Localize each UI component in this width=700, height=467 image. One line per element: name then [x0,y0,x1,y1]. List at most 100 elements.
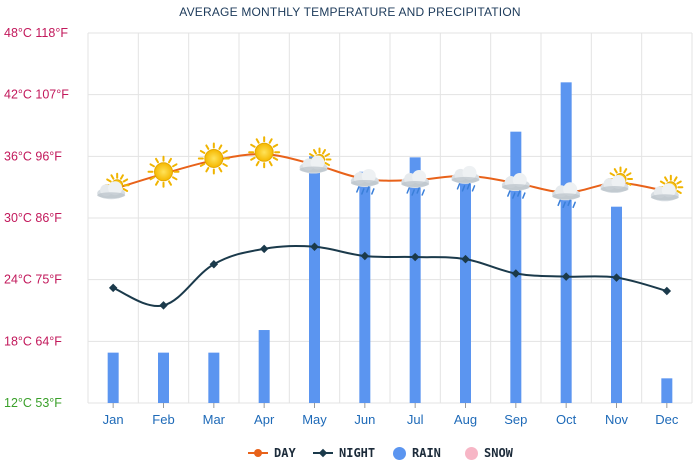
sun-ray [119,174,124,180]
legend-rain-marker [393,446,406,460]
rain-drop [366,186,370,193]
cloud-part [512,173,527,188]
y-tick-label: 18°C 64°F [4,334,62,348]
rain-drop [517,190,521,197]
rain-bar [208,352,220,403]
temperature-precipitation-chart: 48°C 118°F 42°C 107°F 36°C 96°F 30°C 86°F 24… [4,26,693,427]
cloud-shadow [299,166,328,173]
rain-drop [572,201,576,209]
sun-ray [613,168,618,174]
rain-drop [461,185,466,192]
sun-ray [625,172,632,177]
night-point [159,301,168,310]
rain-bar [107,352,119,403]
rain-drop [471,185,476,192]
cloud-shadow [401,180,430,187]
night-point [259,244,269,254]
cloud-rain-icon [451,165,480,192]
rain-drop [411,189,415,196]
x-tick-label: Apr [254,412,275,427]
y-tick-label: 48°C 118°F [4,26,68,40]
y-tick-label: 30°C 86°F [4,211,62,225]
rain-drop [562,201,566,209]
cloud-shadow [97,192,126,199]
cloud-shadow [501,184,530,191]
cloud-part [563,182,578,197]
sun-ray [155,157,159,164]
cloud-part [462,165,477,180]
sun-ray [155,180,159,186]
sun-ray [172,163,178,168]
rain-bar [611,206,622,403]
rain-bar [258,330,270,403]
legend-night-label: NIGHT [339,446,376,460]
x-tick-label: Feb [152,412,174,427]
sun-ray [324,162,331,167]
axis-labels: 48°C 118°F 42°C 107°F 36°C 96°F 30°C 86°F 24… [4,26,679,427]
rain-drop [416,187,420,194]
x-tick-label: May [302,412,327,427]
sun-ray [205,144,210,150]
rain-drop [356,186,360,193]
cloud-shadow [600,186,629,193]
rain-drop [421,189,425,196]
weather-icons [97,136,684,209]
y-tick-label: 42°C 107°F [4,88,69,102]
sun-ray [168,180,172,186]
sun-ray [272,143,279,148]
rain-drop [567,199,571,207]
cloud-part [108,181,123,196]
cloud-part [661,183,676,198]
rain-drop [371,188,375,195]
sun-ray [250,156,256,161]
sun-ray [110,174,115,180]
legend-day-label: DAY [274,446,296,460]
cloud-part [412,169,427,184]
sun-cloud-icon [600,166,633,194]
legend-day[interactable]: DAY [248,446,296,460]
grid [87,32,693,404]
rain-drop [456,183,461,190]
rain-drop [507,190,511,197]
night-point [108,283,118,293]
sun-disc [154,162,173,182]
x-tick-label: Jul [407,412,424,427]
legend-rain[interactable]: RAIN [393,446,441,460]
sun-ray [205,166,210,173]
sun-ray [255,138,260,144]
cloud-rain-icon [401,169,430,196]
legend-night[interactable]: NIGHT [313,446,375,460]
rain-bar [661,378,673,403]
rain-bars [107,82,673,403]
sun-ray [313,149,317,155]
sun-ray [676,180,682,185]
x-tick-label: Mar [203,412,226,427]
cloud-shadow [650,194,679,201]
sun-ray [324,153,331,158]
x-tick-label: Sep [504,412,527,427]
rain-drop [361,188,365,195]
sun-cloud-icon [97,172,130,200]
sun-ray [122,187,129,192]
night-point [360,251,370,261]
night-point [310,242,319,252]
rain-bar [409,157,421,403]
rain-drop [512,192,516,199]
sun-ray [199,149,206,154]
legend-snow[interactable]: SNOW [465,446,513,460]
night-point [561,272,571,281]
rain-bar [510,131,522,403]
sun-cloud-icon [650,174,684,202]
sun-ray [676,190,682,195]
sun-ray [172,176,178,181]
sun-ray [106,178,112,183]
night-point [511,269,521,278]
x-tick-label: Aug [454,412,477,427]
cloud-shadow [552,193,581,200]
cloud-rain-icon [501,173,530,199]
legend-rain-label: RAIN [412,446,441,460]
rain-drop [406,187,410,194]
rain-bar [309,156,320,403]
sun-ray [222,162,228,167]
night-point [662,286,672,296]
